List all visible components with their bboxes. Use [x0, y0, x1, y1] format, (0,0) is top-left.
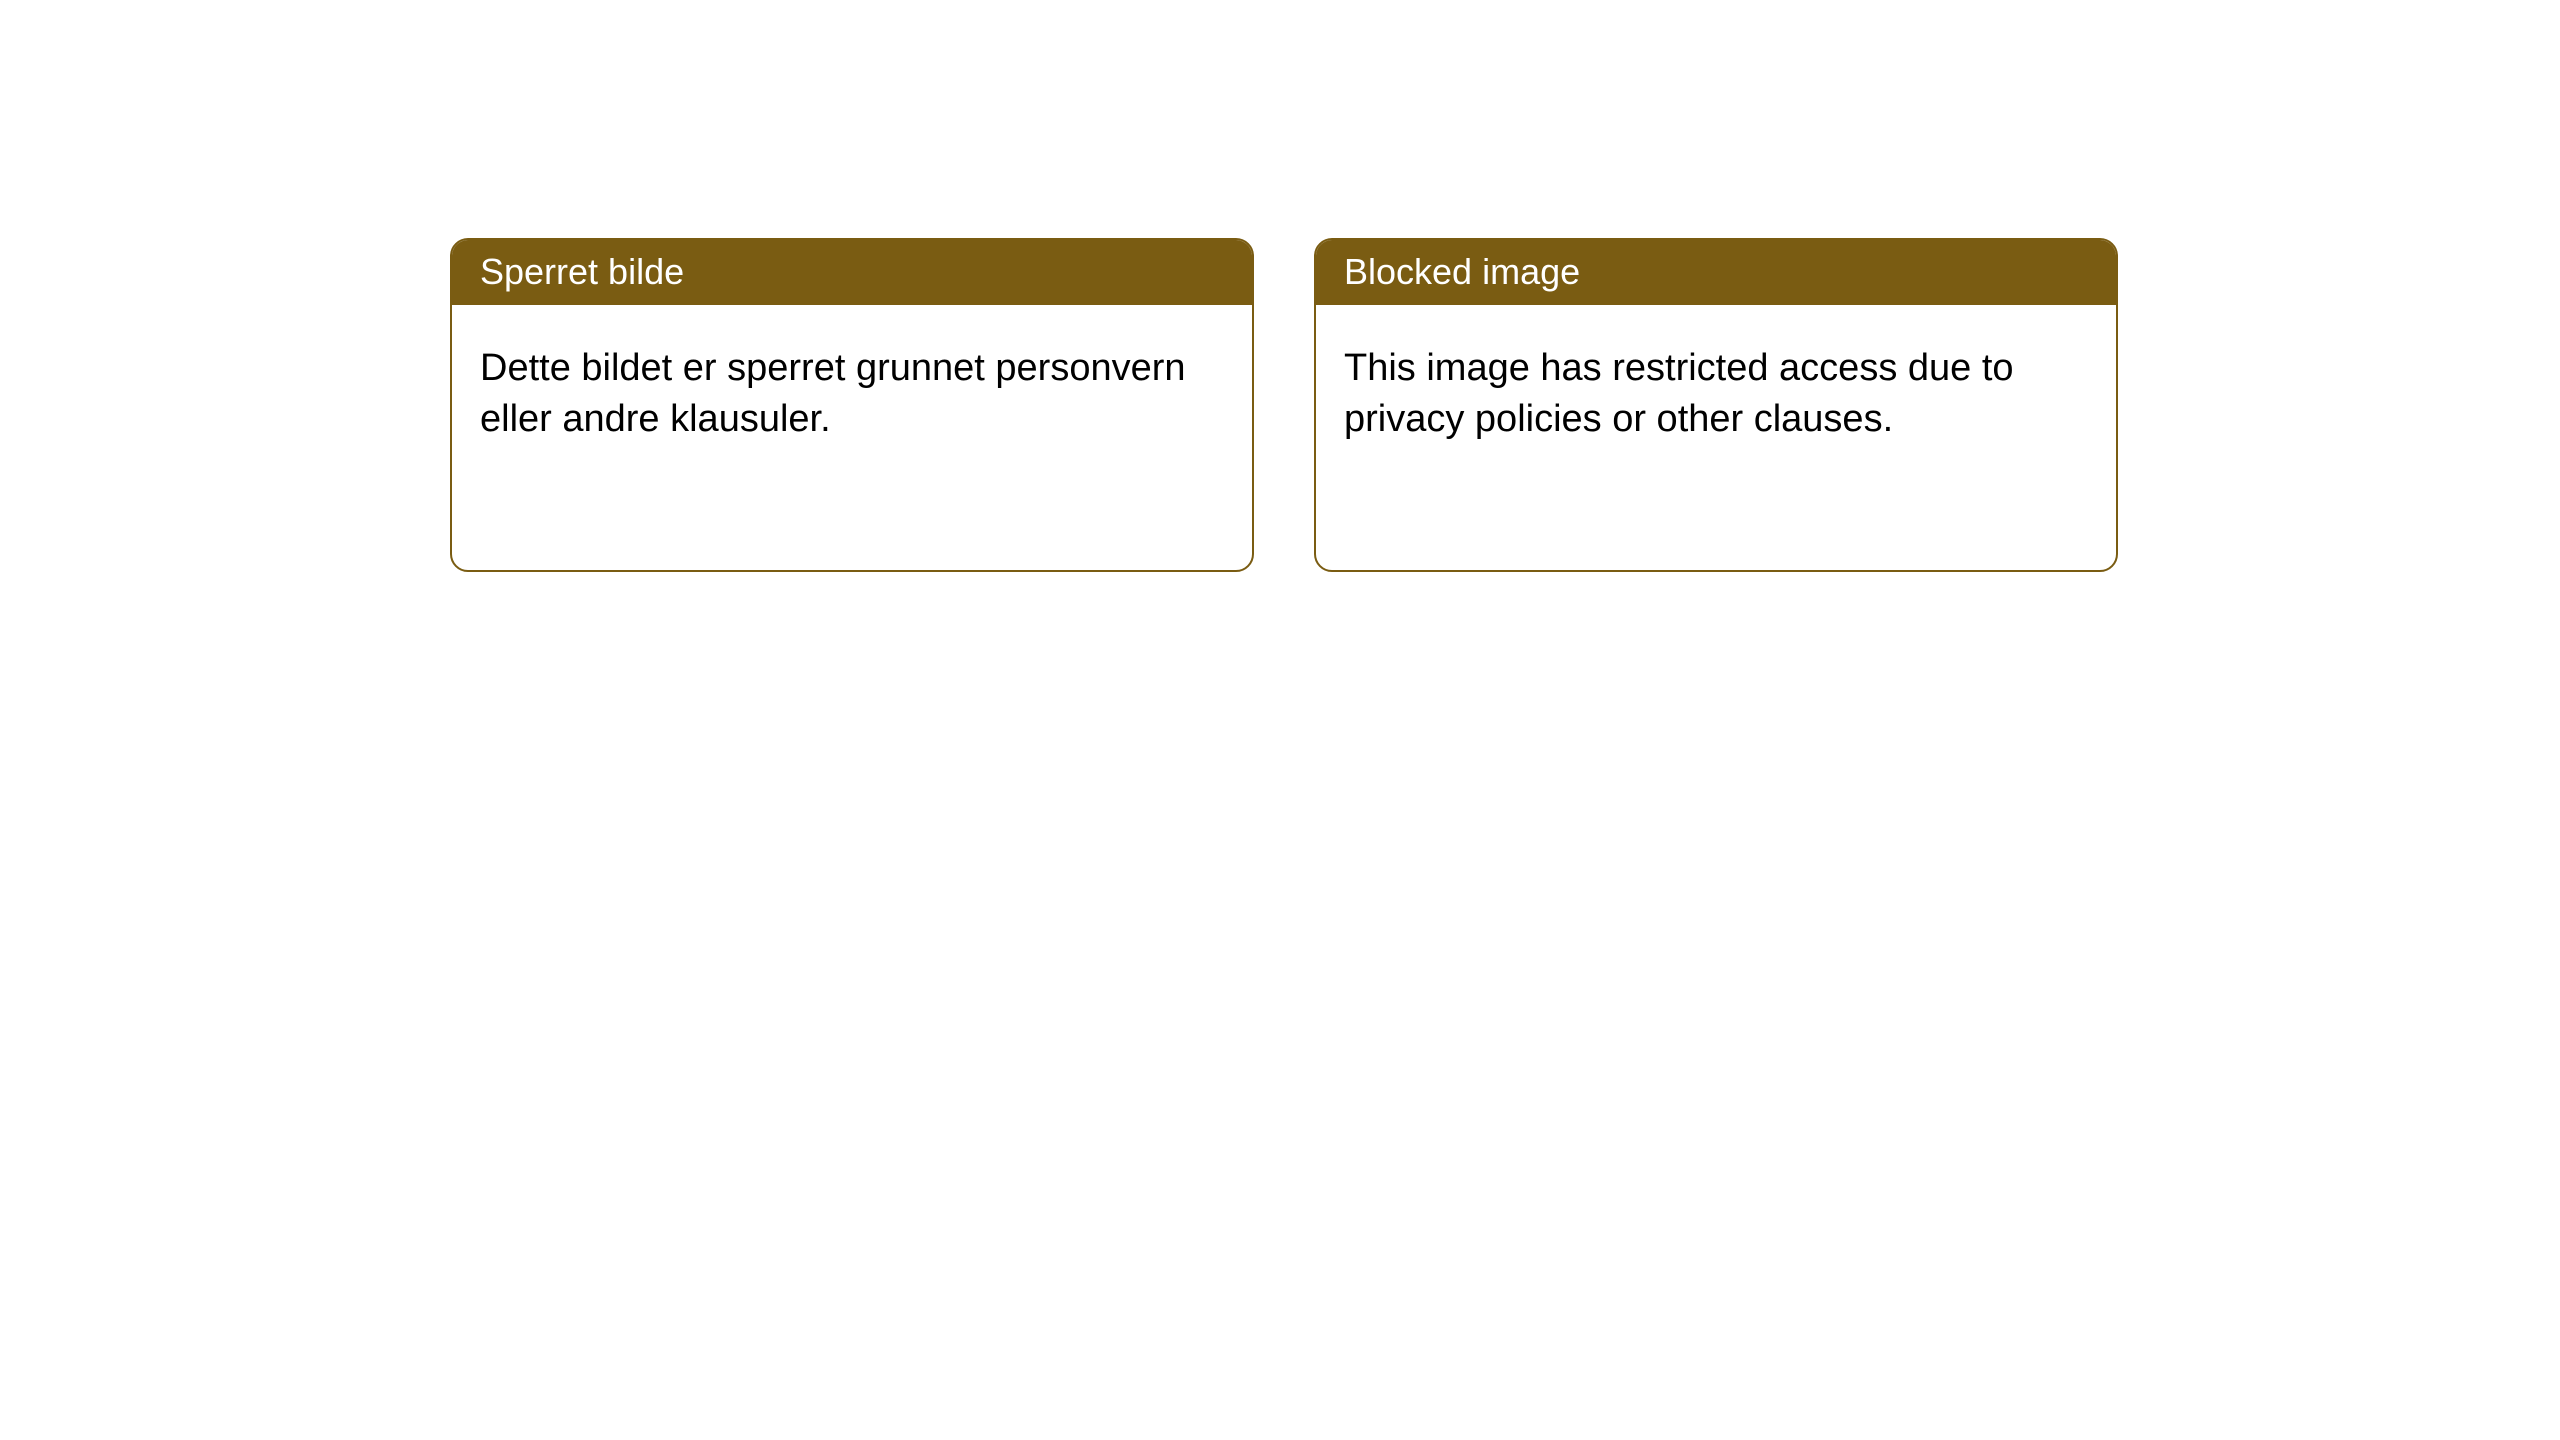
notice-body-english: This image has restricted access due to … — [1316, 305, 2116, 474]
notice-body-norwegian: Dette bildet er sperret grunnet personve… — [452, 305, 1252, 474]
notice-header-english: Blocked image — [1316, 240, 2116, 305]
notice-header-norwegian: Sperret bilde — [452, 240, 1252, 305]
notice-container: Sperret bilde Dette bildet er sperret gr… — [0, 0, 2560, 572]
notice-card-norwegian: Sperret bilde Dette bildet er sperret gr… — [450, 238, 1254, 572]
notice-card-english: Blocked image This image has restricted … — [1314, 238, 2118, 572]
